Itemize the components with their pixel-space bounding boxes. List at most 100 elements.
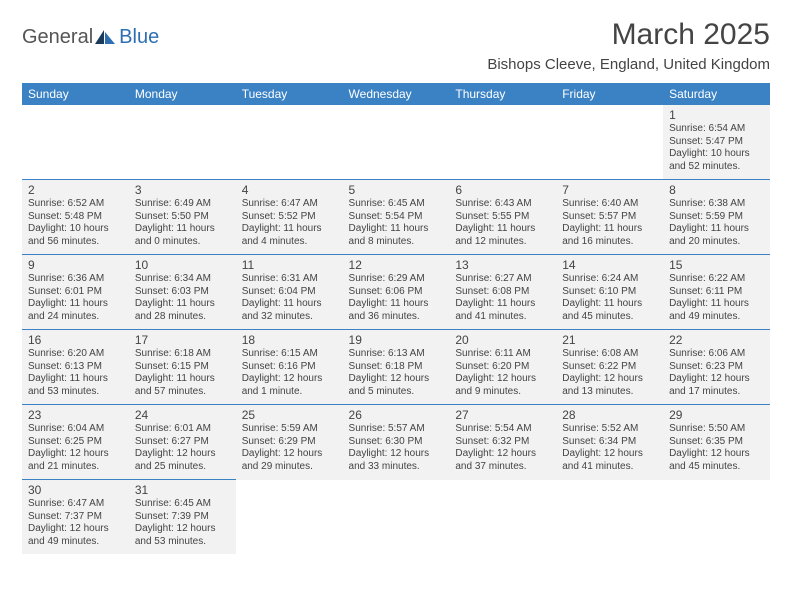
day-day1: Daylight: 12 hours xyxy=(562,373,657,386)
day-sunrise: Sunrise: 6:31 AM xyxy=(242,273,337,286)
day-number: 23 xyxy=(28,408,123,422)
day-day2: and 45 minutes. xyxy=(562,311,657,324)
day-sunrise: Sunrise: 6:45 AM xyxy=(135,498,230,511)
day-day1: Daylight: 12 hours xyxy=(28,523,123,536)
day-day1: Daylight: 11 hours xyxy=(242,298,337,311)
day-sunrise: Sunrise: 6:01 AM xyxy=(135,423,230,436)
logo: General Blue xyxy=(22,18,159,49)
day-sunset: Sunset: 6:13 PM xyxy=(28,361,123,374)
calendar-day-cell: 27Sunrise: 5:54 AMSunset: 6:32 PMDayligh… xyxy=(449,405,556,480)
calendar-day-cell xyxy=(449,105,556,180)
calendar-day-cell: 9Sunrise: 6:36 AMSunset: 6:01 PMDaylight… xyxy=(22,255,129,330)
day-day2: and 41 minutes. xyxy=(562,461,657,474)
day-day1: Daylight: 11 hours xyxy=(455,298,550,311)
day-sunset: Sunset: 6:22 PM xyxy=(562,361,657,374)
day-sunset: Sunset: 6:23 PM xyxy=(669,361,764,374)
day-sunrise: Sunrise: 6:04 AM xyxy=(28,423,123,436)
day-sunrise: Sunrise: 6:47 AM xyxy=(242,198,337,211)
day-number: 27 xyxy=(455,408,550,422)
weekday-header: Friday xyxy=(556,83,663,105)
day-sunset: Sunset: 6:20 PM xyxy=(455,361,550,374)
day-day1: Daylight: 11 hours xyxy=(455,223,550,236)
day-sunset: Sunset: 6:08 PM xyxy=(455,286,550,299)
day-sunset: Sunset: 6:16 PM xyxy=(242,361,337,374)
day-day1: Daylight: 11 hours xyxy=(669,223,764,236)
day-number: 26 xyxy=(349,408,444,422)
day-sunset: Sunset: 6:01 PM xyxy=(28,286,123,299)
day-number: 29 xyxy=(669,408,764,422)
calendar-day-cell: 17Sunrise: 6:18 AMSunset: 6:15 PMDayligh… xyxy=(129,330,236,405)
calendar-day-cell: 25Sunrise: 5:59 AMSunset: 6:29 PMDayligh… xyxy=(236,405,343,480)
day-sunset: Sunset: 5:54 PM xyxy=(349,211,444,224)
day-sunset: Sunset: 5:57 PM xyxy=(562,211,657,224)
weekday-header: Monday xyxy=(129,83,236,105)
day-day2: and 25 minutes. xyxy=(135,461,230,474)
day-number: 8 xyxy=(669,183,764,197)
day-day2: and 53 minutes. xyxy=(135,536,230,549)
calendar-day-cell: 2Sunrise: 6:52 AMSunset: 5:48 PMDaylight… xyxy=(22,180,129,255)
day-number: 9 xyxy=(28,258,123,272)
day-sunset: Sunset: 5:47 PM xyxy=(669,136,764,149)
calendar-day-cell: 21Sunrise: 6:08 AMSunset: 6:22 PMDayligh… xyxy=(556,330,663,405)
weekday-header: Tuesday xyxy=(236,83,343,105)
logo-text-blue: Blue xyxy=(119,26,159,49)
calendar-day-cell: 20Sunrise: 6:11 AMSunset: 6:20 PMDayligh… xyxy=(449,330,556,405)
day-number: 3 xyxy=(135,183,230,197)
day-sunrise: Sunrise: 5:59 AM xyxy=(242,423,337,436)
calendar-day-cell xyxy=(343,105,450,180)
day-sunset: Sunset: 5:55 PM xyxy=(455,211,550,224)
day-day1: Daylight: 11 hours xyxy=(28,373,123,386)
day-sunset: Sunset: 6:10 PM xyxy=(562,286,657,299)
calendar-week-row: 2Sunrise: 6:52 AMSunset: 5:48 PMDaylight… xyxy=(22,180,770,255)
day-day2: and 20 minutes. xyxy=(669,236,764,249)
day-day1: Daylight: 12 hours xyxy=(669,448,764,461)
day-number: 28 xyxy=(562,408,657,422)
day-day2: and 0 minutes. xyxy=(135,236,230,249)
day-sunset: Sunset: 5:59 PM xyxy=(669,211,764,224)
day-sunrise: Sunrise: 5:54 AM xyxy=(455,423,550,436)
day-number: 5 xyxy=(349,183,444,197)
day-day1: Daylight: 11 hours xyxy=(135,373,230,386)
calendar-day-cell: 8Sunrise: 6:38 AMSunset: 5:59 PMDaylight… xyxy=(663,180,770,255)
day-day2: and 9 minutes. xyxy=(455,386,550,399)
day-sunset: Sunset: 6:32 PM xyxy=(455,436,550,449)
day-day1: Daylight: 11 hours xyxy=(242,223,337,236)
day-sunrise: Sunrise: 6:45 AM xyxy=(349,198,444,211)
day-day2: and 24 minutes. xyxy=(28,311,123,324)
day-sunrise: Sunrise: 6:13 AM xyxy=(349,348,444,361)
logo-text-general: General xyxy=(22,26,93,49)
calendar-day-cell: 10Sunrise: 6:34 AMSunset: 6:03 PMDayligh… xyxy=(129,255,236,330)
day-day1: Daylight: 11 hours xyxy=(562,298,657,311)
day-number: 25 xyxy=(242,408,337,422)
day-day2: and 28 minutes. xyxy=(135,311,230,324)
calendar-day-cell: 13Sunrise: 6:27 AMSunset: 6:08 PMDayligh… xyxy=(449,255,556,330)
day-day2: and 56 minutes. xyxy=(28,236,123,249)
day-number: 22 xyxy=(669,333,764,347)
day-sunrise: Sunrise: 6:11 AM xyxy=(455,348,550,361)
day-day1: Daylight: 11 hours xyxy=(28,298,123,311)
day-day1: Daylight: 11 hours xyxy=(349,223,444,236)
calendar-week-row: 1Sunrise: 6:54 AMSunset: 5:47 PMDaylight… xyxy=(22,105,770,180)
day-day1: Daylight: 12 hours xyxy=(349,448,444,461)
day-day2: and 32 minutes. xyxy=(242,311,337,324)
day-day1: Daylight: 11 hours xyxy=(135,223,230,236)
day-sunset: Sunset: 6:29 PM xyxy=(242,436,337,449)
day-sunrise: Sunrise: 6:38 AM xyxy=(669,198,764,211)
day-day2: and 12 minutes. xyxy=(455,236,550,249)
day-number: 31 xyxy=(135,483,230,497)
calendar-day-cell: 18Sunrise: 6:15 AMSunset: 6:16 PMDayligh… xyxy=(236,330,343,405)
day-sunrise: Sunrise: 6:36 AM xyxy=(28,273,123,286)
day-day2: and 57 minutes. xyxy=(135,386,230,399)
day-day2: and 29 minutes. xyxy=(242,461,337,474)
day-day2: and 45 minutes. xyxy=(669,461,764,474)
day-sunrise: Sunrise: 6:52 AM xyxy=(28,198,123,211)
day-day1: Daylight: 11 hours xyxy=(349,298,444,311)
calendar-day-cell xyxy=(236,105,343,180)
day-day2: and 53 minutes. xyxy=(28,386,123,399)
day-day2: and 1 minute. xyxy=(242,386,337,399)
day-day1: Daylight: 12 hours xyxy=(455,373,550,386)
day-number: 1 xyxy=(669,108,764,122)
calendar-day-cell: 28Sunrise: 5:52 AMSunset: 6:34 PMDayligh… xyxy=(556,405,663,480)
day-sunset: Sunset: 6:03 PM xyxy=(135,286,230,299)
day-day2: and 36 minutes. xyxy=(349,311,444,324)
